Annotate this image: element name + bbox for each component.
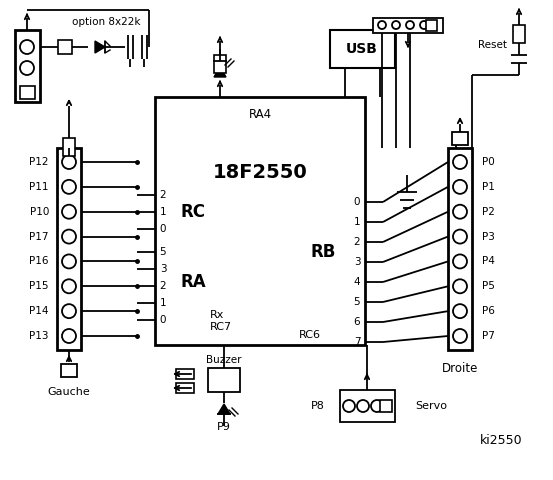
Circle shape: [62, 180, 76, 194]
Bar: [426, 20, 437, 31]
Circle shape: [453, 229, 467, 243]
Circle shape: [62, 329, 76, 343]
Circle shape: [453, 304, 467, 318]
Text: 7: 7: [354, 337, 361, 347]
Circle shape: [453, 254, 467, 268]
Bar: [214, 55, 226, 73]
Text: RA4: RA4: [248, 108, 272, 121]
Text: 2: 2: [354, 237, 361, 247]
Circle shape: [62, 229, 76, 243]
Text: 4: 4: [354, 277, 361, 287]
Bar: [340, 390, 395, 422]
Text: P12: P12: [29, 157, 49, 167]
Text: 0: 0: [160, 315, 166, 325]
Circle shape: [453, 180, 467, 194]
Polygon shape: [214, 67, 226, 77]
Circle shape: [20, 61, 34, 75]
Text: P14: P14: [29, 306, 49, 316]
Text: RC7: RC7: [210, 322, 232, 332]
Circle shape: [62, 254, 76, 268]
Text: P10: P10: [30, 207, 49, 216]
Bar: [61, 364, 77, 377]
Text: P7: P7: [482, 331, 495, 341]
Text: P6: P6: [482, 306, 495, 316]
Text: 3: 3: [160, 264, 166, 274]
Text: P16: P16: [29, 256, 49, 266]
Bar: [330, 30, 395, 68]
Circle shape: [453, 279, 467, 293]
Circle shape: [62, 155, 76, 169]
Circle shape: [62, 279, 76, 293]
Polygon shape: [95, 41, 105, 53]
Text: RC: RC: [180, 203, 206, 221]
Bar: [373, 18, 443, 33]
Circle shape: [420, 21, 428, 29]
Text: 1: 1: [160, 298, 166, 308]
Bar: [513, 25, 525, 43]
Bar: [58, 40, 72, 54]
Text: Servo: Servo: [415, 401, 447, 411]
Circle shape: [453, 204, 467, 219]
Text: Buzzer: Buzzer: [206, 355, 242, 365]
Circle shape: [453, 329, 467, 343]
Circle shape: [406, 21, 414, 29]
Text: P15: P15: [29, 281, 49, 291]
Text: ki2550: ki2550: [480, 433, 523, 446]
Text: 0: 0: [160, 224, 166, 234]
Text: Gauche: Gauche: [48, 387, 90, 397]
Text: 3: 3: [354, 257, 361, 267]
Text: P4: P4: [482, 256, 495, 266]
Circle shape: [453, 155, 467, 169]
Text: 18F2550: 18F2550: [212, 163, 307, 181]
Text: 0: 0: [354, 197, 360, 207]
Text: P17: P17: [29, 231, 49, 241]
Text: 5: 5: [160, 247, 166, 257]
Circle shape: [392, 21, 400, 29]
Bar: [452, 132, 468, 145]
Text: USB: USB: [346, 42, 378, 56]
Circle shape: [62, 304, 76, 318]
Text: 1: 1: [354, 217, 361, 227]
Text: RA: RA: [180, 273, 206, 291]
Text: 2: 2: [160, 281, 166, 291]
Text: Droite: Droite: [442, 361, 478, 374]
Polygon shape: [218, 404, 230, 414]
Text: Rx: Rx: [210, 310, 225, 320]
Text: P11: P11: [29, 182, 49, 192]
Bar: [448, 148, 472, 350]
Circle shape: [343, 400, 355, 412]
Bar: [208, 368, 240, 392]
Text: P2: P2: [482, 207, 495, 216]
Text: RC6: RC6: [299, 330, 321, 340]
Bar: [15, 30, 40, 102]
Text: 1: 1: [160, 207, 166, 217]
Text: option 8x22k: option 8x22k: [72, 17, 140, 27]
Text: P13: P13: [29, 331, 49, 341]
Text: 2: 2: [160, 190, 166, 200]
Circle shape: [378, 21, 386, 29]
Bar: [155, 97, 365, 345]
Text: RB: RB: [310, 243, 336, 261]
Bar: [380, 400, 392, 412]
Bar: [20, 86, 35, 99]
Bar: [176, 369, 194, 379]
Text: P0: P0: [482, 157, 495, 167]
Text: P3: P3: [482, 231, 495, 241]
Circle shape: [20, 40, 34, 54]
Text: 5: 5: [354, 297, 361, 307]
Text: 6: 6: [354, 317, 361, 327]
Circle shape: [62, 204, 76, 219]
Bar: [57, 148, 81, 350]
Text: P9: P9: [217, 422, 231, 432]
Bar: [63, 138, 75, 156]
Text: P1: P1: [482, 182, 495, 192]
Text: P5: P5: [482, 281, 495, 291]
Circle shape: [357, 400, 369, 412]
Circle shape: [371, 400, 383, 412]
Text: Reset: Reset: [478, 40, 507, 50]
Bar: [176, 383, 194, 393]
Text: P8: P8: [311, 401, 325, 411]
